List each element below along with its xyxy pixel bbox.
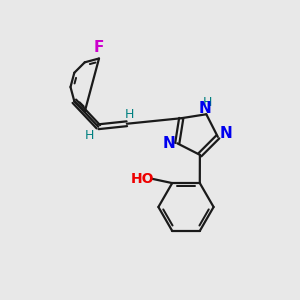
Text: HO: HO (131, 172, 154, 186)
Text: N: N (220, 126, 233, 141)
Text: F: F (94, 40, 104, 55)
Text: N: N (163, 136, 175, 151)
Text: H: H (85, 129, 94, 142)
Text: H: H (203, 96, 212, 110)
Text: N: N (198, 101, 211, 116)
Text: H: H (125, 108, 134, 121)
